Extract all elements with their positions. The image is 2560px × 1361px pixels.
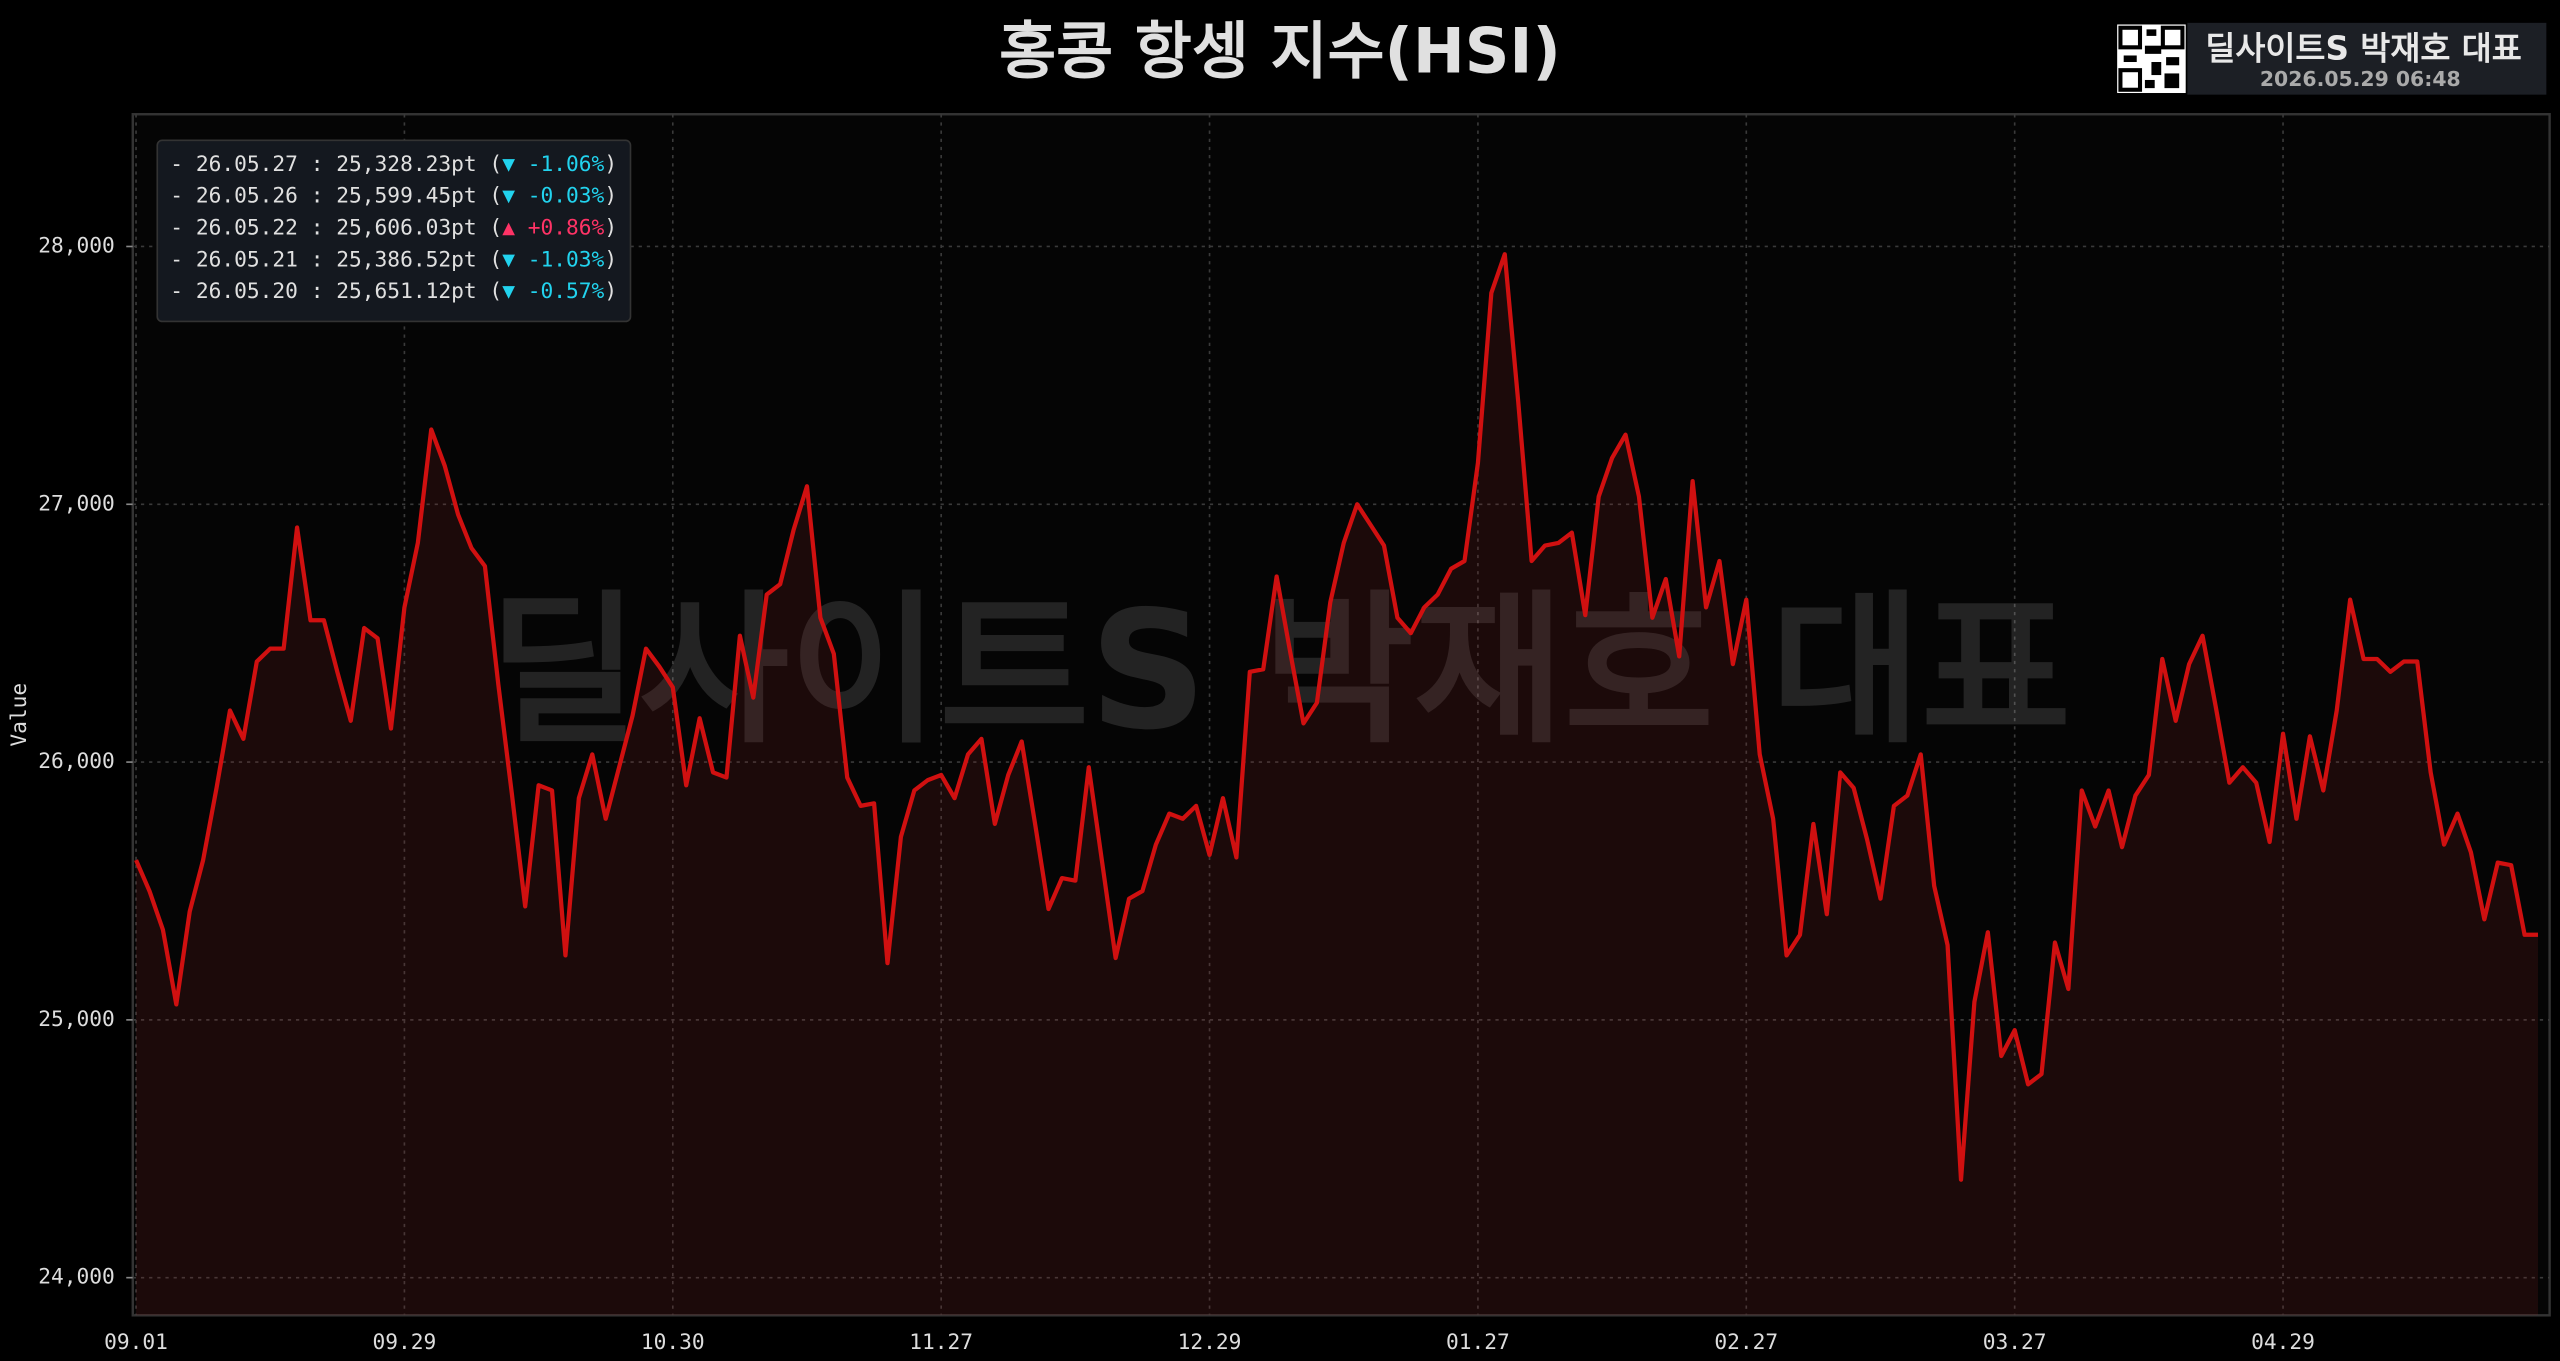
legend-text: ) <box>604 152 617 177</box>
watermark: 딜사이트S 박재호 대표 <box>489 577 2071 766</box>
qr-dot <box>2164 73 2180 89</box>
x-tick-label: 09.01 <box>104 1330 168 1355</box>
legend-entry: - 26.05.26 : 25,599.45pt (▼ -0.03%) <box>170 184 617 209</box>
y-tick-label: 28,000 <box>38 233 115 258</box>
x-tick-label: 12.29 <box>1178 1330 1242 1355</box>
grid <box>126 114 2550 1316</box>
qr-dot <box>2144 79 2155 89</box>
badge-bg <box>2187 22 2547 95</box>
legend-text: - 26.05.26 : 25,599.45pt ( <box>170 184 502 209</box>
x-tick-label: 09.29 <box>373 1330 437 1355</box>
legend-text: ▼ -1.06% <box>502 152 604 177</box>
y-tick-label: 25,000 <box>38 1007 115 1032</box>
qr-finder <box>2118 68 2143 92</box>
x-tick-label: 11.27 <box>909 1330 973 1355</box>
legend-text: - 26.05.21 : 25,386.52pt ( <box>170 247 502 272</box>
x-tick-label: 01.27 <box>1446 1330 1510 1355</box>
legend-text: ) <box>604 184 617 209</box>
y-axis-label: Value <box>7 683 32 747</box>
qr-dot <box>2151 62 2162 76</box>
plot <box>134 252 2539 1316</box>
legend-text: ) <box>604 215 617 240</box>
badge-timestamp: 2026.05.29 06:48 <box>2260 67 2461 91</box>
x-tick-label: 04.29 <box>2251 1330 2315 1355</box>
chart-title: 홍콩 항셍 지수(HSI) <box>999 15 1561 88</box>
qr-finder <box>2160 25 2185 50</box>
legend-entry: - 26.05.27 : 25,328.23pt (▼ -1.06%) <box>170 152 617 177</box>
legend-text: ▼ -0.57% <box>502 279 604 304</box>
qr-dot <box>2123 55 2137 63</box>
line <box>134 252 2539 1182</box>
legend-text: ▼ -1.03% <box>502 247 604 272</box>
y-tick-label: 26,000 <box>38 749 115 774</box>
x-tick-label: 03.27 <box>1983 1330 2047 1355</box>
legend-text: - 26.05.27 : 25,328.23pt ( <box>170 152 502 177</box>
qr-finder <box>2118 25 2143 50</box>
y-tick-label: 27,000 <box>38 491 115 516</box>
y-tick-label: 24,000 <box>38 1265 115 1290</box>
qr-dot <box>2166 57 2180 66</box>
legend-text: ) <box>604 247 617 272</box>
qr-dot <box>2146 29 2157 36</box>
legend-text: ▼ -0.03% <box>502 184 604 209</box>
legend-text: ▲ +0.86% <box>502 215 604 240</box>
qr-code <box>2117 24 2186 94</box>
x-tick-label: 10.30 <box>641 1330 705 1355</box>
badge-name: 딜사이트S 박재호 대표 <box>2205 30 2521 68</box>
badge: 딜사이트S 박재호 대표 2026.05.29 06:48 <box>2117 22 2547 95</box>
area <box>136 254 2539 1316</box>
legend: - 26.05.27 : 25,328.23pt (▼ -1.06%)- 26.… <box>156 139 632 323</box>
legend-text: - 26.05.20 : 25,651.12pt ( <box>170 279 502 304</box>
legend-entry: - 26.05.22 : 25,606.03pt (▲ +0.86%) <box>170 215 617 240</box>
legend-text: ) <box>604 279 617 304</box>
legend-entry: - 26.05.20 : 25,651.12pt (▼ -0.57%) <box>170 279 617 304</box>
qr-dot <box>2144 45 2162 54</box>
legend-text: - 26.05.22 : 25,606.03pt ( <box>170 215 502 240</box>
x-tick-label: 02.27 <box>1714 1330 1778 1355</box>
legend-entry: - 26.05.21 : 25,386.52pt (▼ -1.03%) <box>170 247 617 272</box>
legend-box <box>156 139 632 323</box>
